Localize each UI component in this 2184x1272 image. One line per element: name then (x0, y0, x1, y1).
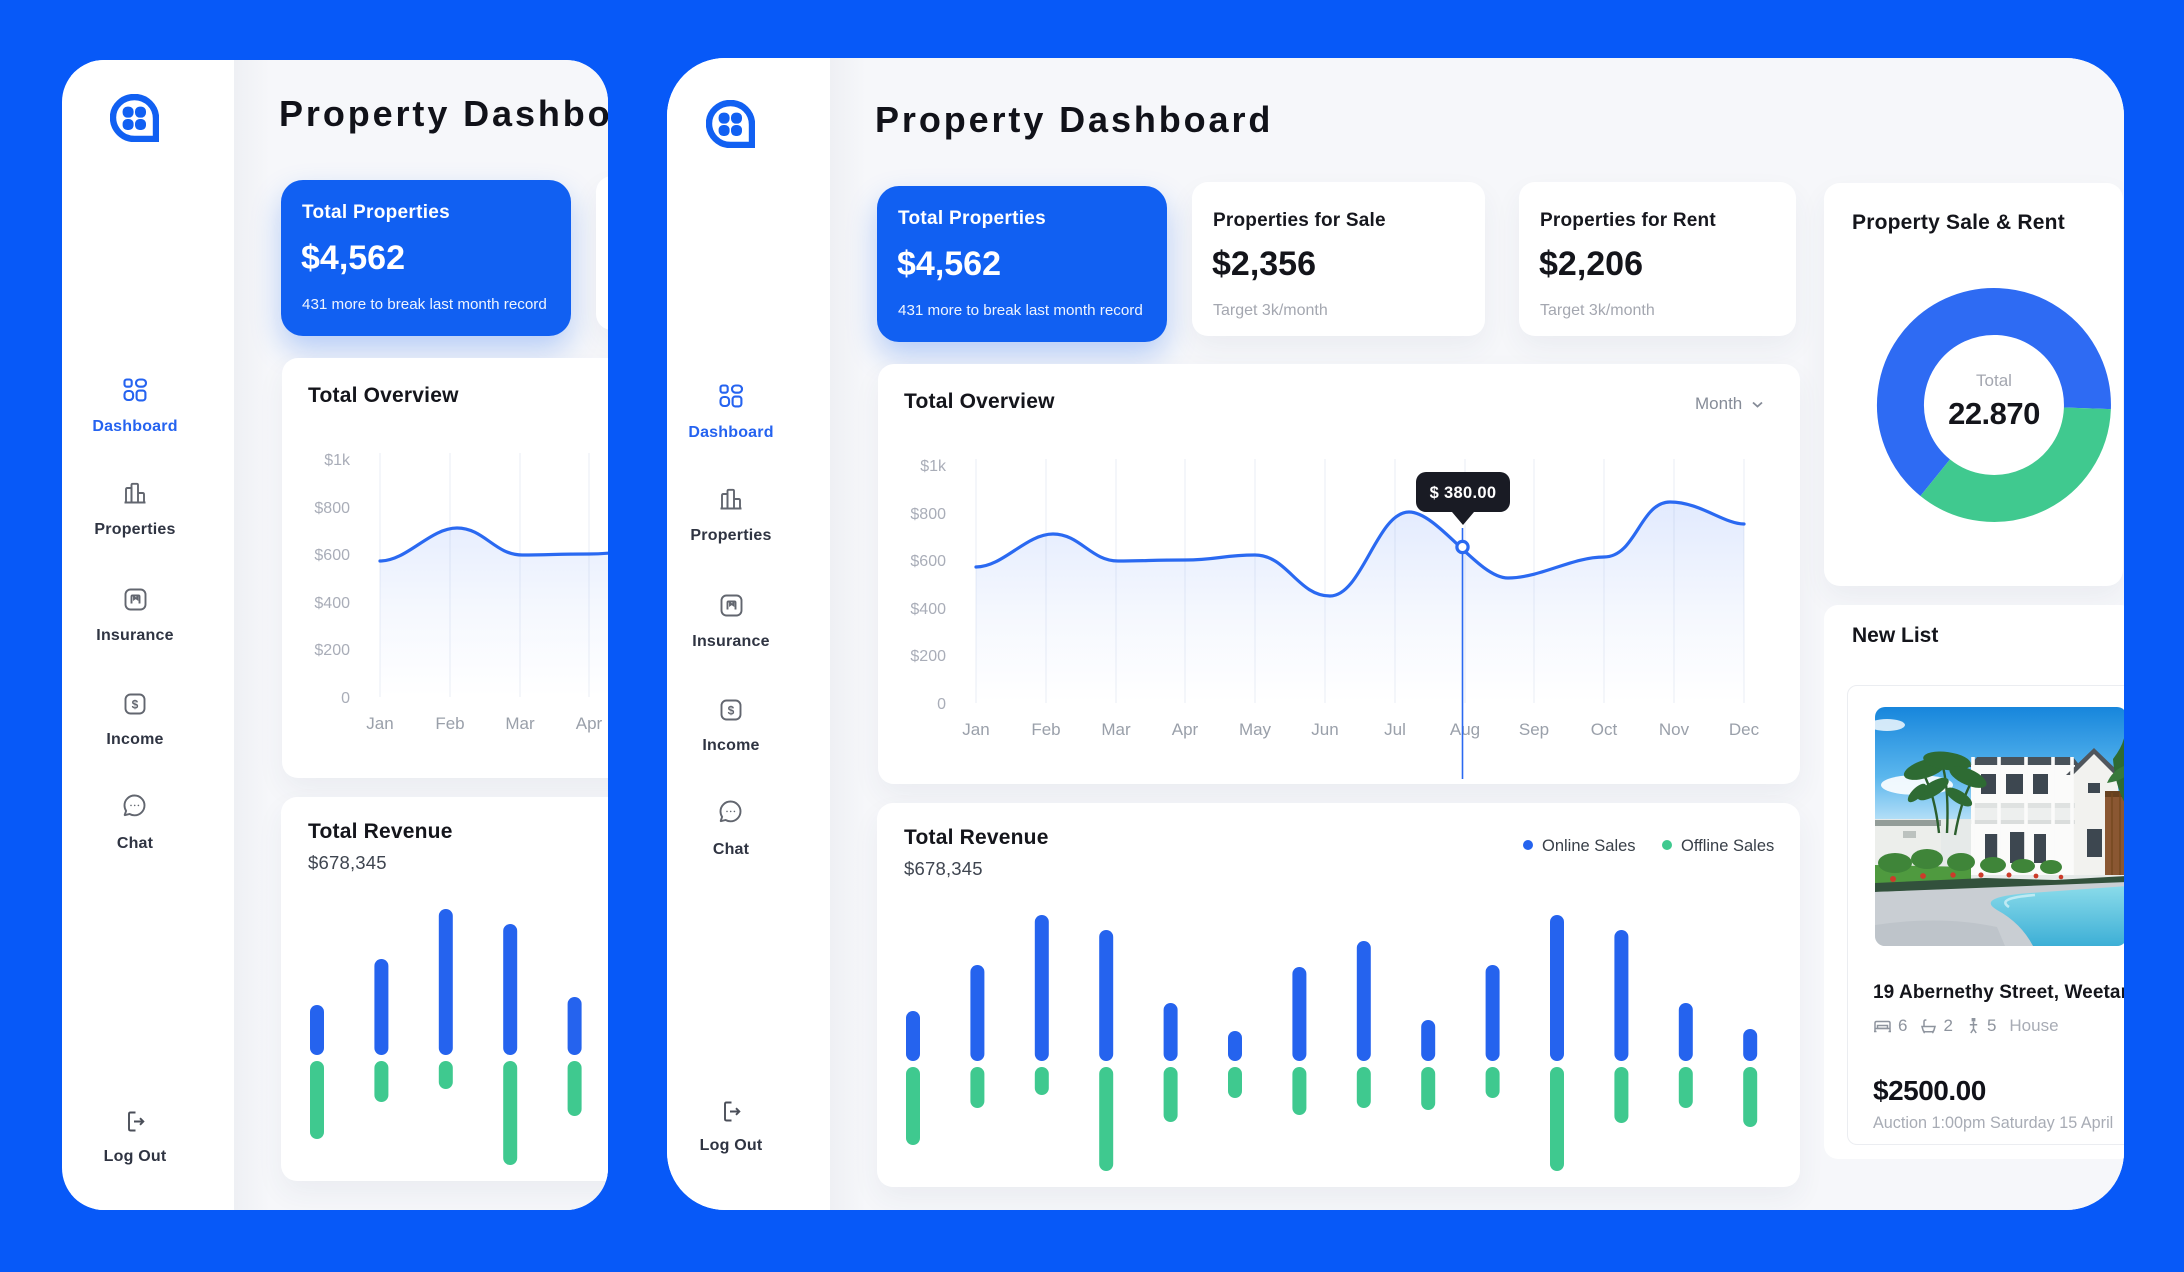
svg-text:Jul: Jul (1384, 720, 1406, 739)
svg-text:Apr: Apr (576, 714, 603, 733)
svg-text:Oct: Oct (1591, 720, 1618, 739)
svg-text:$600: $600 (314, 547, 350, 564)
svg-text:Mar: Mar (505, 714, 535, 733)
svg-text:$1k: $1k (920, 458, 947, 475)
svg-text:$400: $400 (910, 601, 946, 618)
svg-text:$200: $200 (910, 648, 946, 665)
svg-text:Total: Total (1976, 371, 2012, 390)
svg-text:Feb: Feb (435, 714, 464, 733)
svg-text:Sep: Sep (1519, 720, 1549, 739)
svg-text:22.870: 22.870 (1948, 396, 2040, 431)
svg-text:Jan: Jan (962, 720, 989, 739)
svg-text:Feb: Feb (1031, 720, 1060, 739)
svg-text:Jan: Jan (366, 714, 393, 733)
svg-text:$400: $400 (314, 595, 350, 612)
svg-text:Jun: Jun (1311, 720, 1338, 739)
svg-text:Mar: Mar (1101, 720, 1131, 739)
svg-text:0: 0 (937, 696, 946, 713)
svg-text:$1k: $1k (324, 452, 351, 469)
svg-text:May: May (1239, 720, 1272, 739)
svg-text:Dec: Dec (1729, 720, 1760, 739)
svg-text:0: 0 (341, 690, 350, 707)
svg-text:Aug: Aug (1450, 720, 1480, 739)
svg-text:$ 380.00: $ 380.00 (1430, 484, 1497, 502)
svg-text:$: $ (728, 703, 735, 717)
svg-text:Nov: Nov (1659, 720, 1690, 739)
svg-text:$800: $800 (910, 506, 946, 523)
svg-text:$600: $600 (910, 553, 946, 570)
svg-text:$: $ (132, 697, 139, 711)
svg-text:$800: $800 (314, 500, 350, 517)
svg-text:$200: $200 (314, 642, 350, 659)
svg-text:Apr: Apr (1172, 720, 1199, 739)
